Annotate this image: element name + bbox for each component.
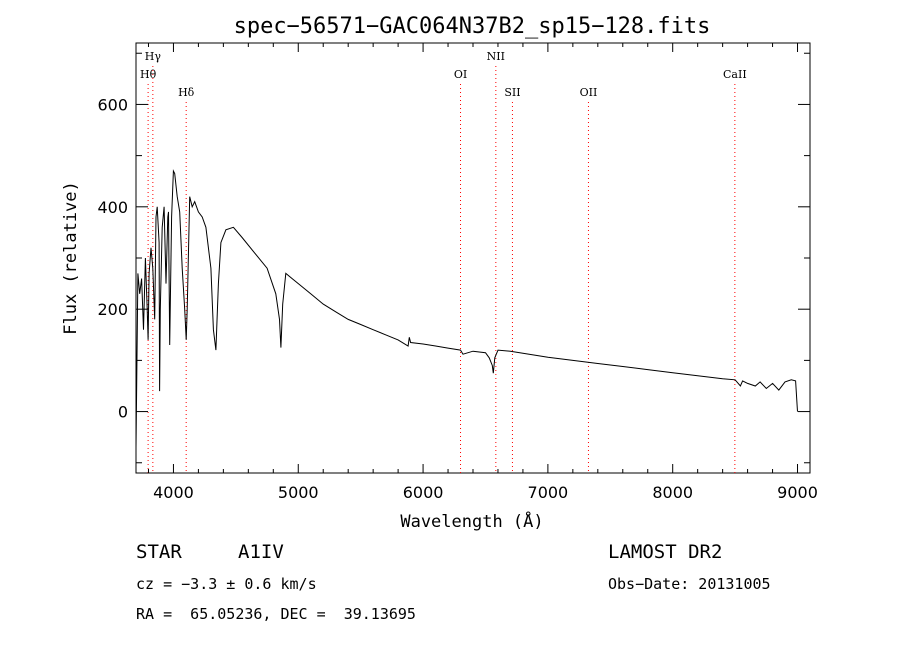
x-tick-label: 4000: [153, 483, 194, 502]
spectral-line-label: CaII: [723, 68, 747, 81]
spectral-line-label: SII: [504, 86, 520, 99]
observation-date: Obs−Date: 20131005: [608, 575, 771, 593]
spectral-line-label: OI: [454, 68, 467, 81]
y-tick-label: 400: [97, 198, 128, 217]
spectral-subclass: A1IV: [238, 541, 284, 563]
spectral-line-label: OII: [580, 86, 598, 99]
x-tick-label: 6000: [403, 483, 444, 502]
spectral-line-label: Hγ: [145, 50, 162, 63]
coordinates-text: RA = 65.05236, DEC = 39.13695: [136, 605, 416, 623]
x-axis-ticks: 4000 5000 6000 7000 8000 9000: [147, 43, 818, 502]
spectral-line-label: NII: [487, 50, 505, 63]
x-tick-label: 7000: [528, 483, 569, 502]
survey-name: LAMOST DR2: [608, 541, 723, 563]
plot-frame: [135, 42, 811, 474]
chart-title: spec−56571−GAC064N37B2_sp15−128.fits: [234, 14, 711, 39]
object-class: STAR: [136, 541, 182, 563]
y-tick-label: 200: [97, 300, 128, 319]
y-axis-label: Flux (relative): [61, 181, 81, 335]
x-axis-label: Wavelength (Å): [400, 510, 543, 532]
x-tick-label: 5000: [278, 483, 319, 502]
x-tick-label: 9000: [777, 483, 818, 502]
spectral-line-label: Hδ: [178, 86, 195, 99]
redshift-text: cz = −3.3 ± 0.6 km/s: [136, 575, 317, 593]
y-tick-label: 0: [118, 403, 128, 422]
y-tick-label: 600: [97, 95, 128, 114]
spectral-line-markers: Hθ Hγ Hδ OI NII SII OII CaII: [140, 50, 747, 473]
y-axis-ticks: 0 200 400 600: [97, 52, 810, 464]
spectral-line-label: Hθ: [140, 68, 157, 81]
spectrum-series-line: [135, 169, 798, 448]
x-tick-label: 8000: [652, 483, 693, 502]
